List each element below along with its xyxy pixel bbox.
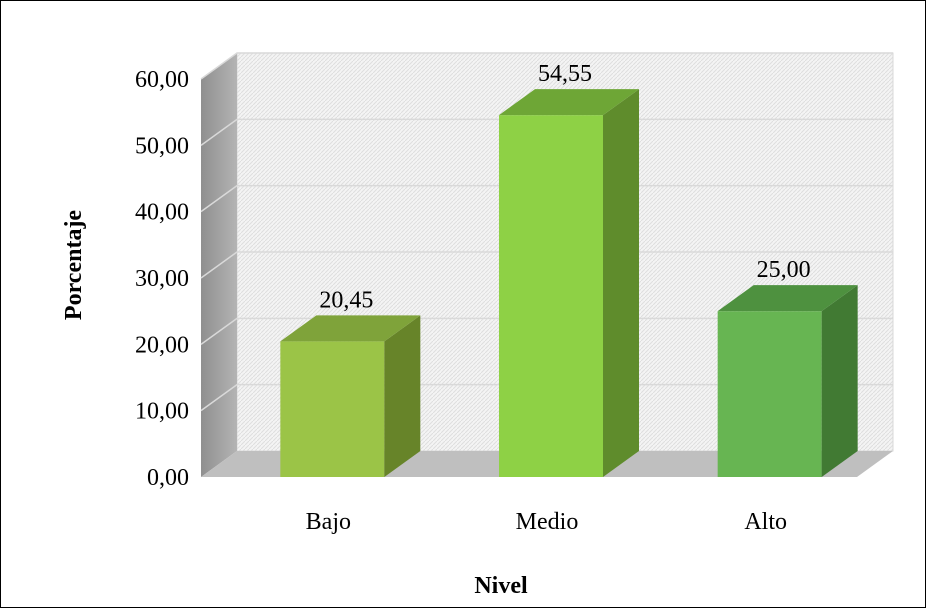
bar-front <box>280 341 385 477</box>
gridline <box>200 317 893 345</box>
bar-front <box>717 311 822 477</box>
y-axis-label: Porcentaje <box>61 210 87 321</box>
x-tick-label: Alto <box>744 509 787 535</box>
bar-top <box>280 315 421 342</box>
bar-medio: 54,55 <box>499 61 639 477</box>
data-label: 54,55 <box>538 61 592 87</box>
y-axis-tick-labels: 0,00 10,00 20,00 30,00 40,00 50,00 60,00 <box>135 67 189 491</box>
gridline <box>200 383 893 412</box>
gridline <box>200 184 893 213</box>
gridline <box>200 118 893 146</box>
bar-front <box>499 115 603 477</box>
x-axis-tick-labels: Bajo Medio Alto <box>306 509 787 535</box>
bars: 20,45 54,55 25,00 <box>280 61 858 477</box>
gridlines <box>200 52 893 412</box>
x-axis-label: Nivel <box>474 573 528 599</box>
x-tick-label: Medio <box>516 509 579 535</box>
bar-side <box>821 285 858 477</box>
x-tick-label: Bajo <box>306 509 351 535</box>
bar-top <box>499 89 639 116</box>
data-label: 20,45 <box>319 287 373 313</box>
y-tick-label: 0,00 <box>147 465 189 491</box>
y-tick-label: 10,00 <box>135 399 189 425</box>
bar-top <box>717 285 858 312</box>
bar-alto: 25,00 <box>717 257 858 477</box>
y-tick-label: 40,00 <box>135 200 189 226</box>
y-tick-label: 20,00 <box>135 332 189 358</box>
bar-side <box>603 89 639 477</box>
y-tick-label: 30,00 <box>135 266 189 292</box>
gridline <box>200 251 893 279</box>
gridline <box>200 52 893 80</box>
y-tick-label: 60,00 <box>135 67 189 93</box>
y-tick-label: 50,00 <box>135 133 189 159</box>
bar-side <box>384 315 421 477</box>
data-label: 25,00 <box>757 257 811 283</box>
bar-bajo: 20,45 <box>280 287 421 477</box>
